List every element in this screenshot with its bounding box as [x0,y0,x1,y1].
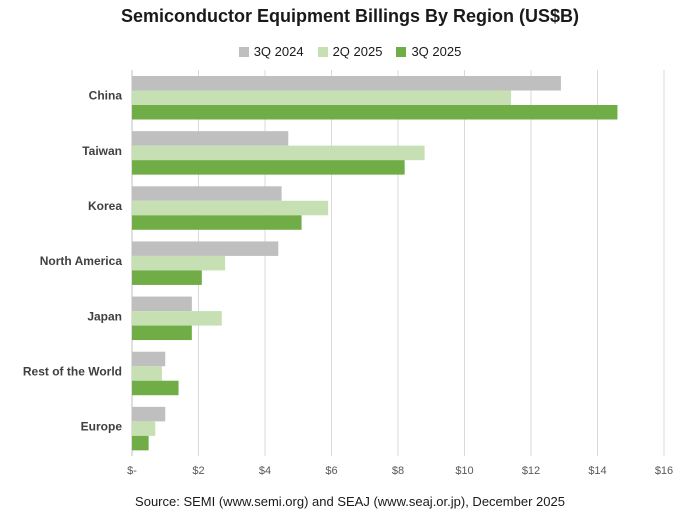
bar [132,241,279,256]
bar [132,160,405,175]
bar [132,421,156,436]
legend-swatch [396,46,407,57]
x-tick-label: $2 [192,465,204,477]
bar [132,200,329,216]
bar [132,76,561,91]
bar [132,90,512,105]
chart-title: Semiconductor Equipment Billings By Regi… [120,6,580,26]
legend-label: 3Q 2024 [253,44,304,59]
category-label: Japan [87,309,122,323]
bar [132,186,282,201]
bar [132,311,222,326]
bar [132,325,192,341]
x-tick-label: $8 [392,465,404,477]
legend-label: 3Q 2025 [411,44,462,59]
bar [132,406,166,422]
bar [132,105,618,120]
bar [132,215,302,230]
x-tick-label: $6 [325,465,337,477]
legend-swatch [238,46,249,57]
x-tick-label: $- [127,465,137,477]
bar [132,366,162,381]
category-label: Europe [81,420,123,434]
category-label: Rest of the World [23,364,122,378]
bar [132,351,166,367]
x-tick-label: $12 [522,465,540,477]
legend-item-series-1: 3Q 2024 [238,44,304,59]
source-note: Source: SEMI (www.semi.org) and SEAJ (ww… [135,494,565,509]
x-tick-label: $14 [588,465,606,477]
x-tick-label: $4 [259,465,271,477]
bar-chart: $- $2 $4 $6 $8 $10 $12 $14 $16 China Taiwan Korea No… [23,70,673,477]
legend-item-series-3: 3Q 2025 [396,44,461,59]
legend-swatch [317,46,328,57]
x-tick-label: $10 [455,465,473,477]
legend-label: 2Q 2025 [332,44,383,59]
bar [132,131,289,146]
bar [132,296,192,312]
bar [132,380,179,396]
legend: 3Q 2024 2Q 2025 3Q 2025 [0,44,700,59]
bar [132,145,425,161]
category-label: Taiwan [82,144,122,158]
x-tick-label: $16 [655,465,673,477]
bar [132,255,226,271]
bar [132,270,202,285]
bar [132,435,149,451]
category-label: North America [40,254,123,268]
legend-item-series-2: 2Q 2025 [317,44,383,59]
category-label: Korea [88,199,122,213]
category-label: China [89,89,123,103]
